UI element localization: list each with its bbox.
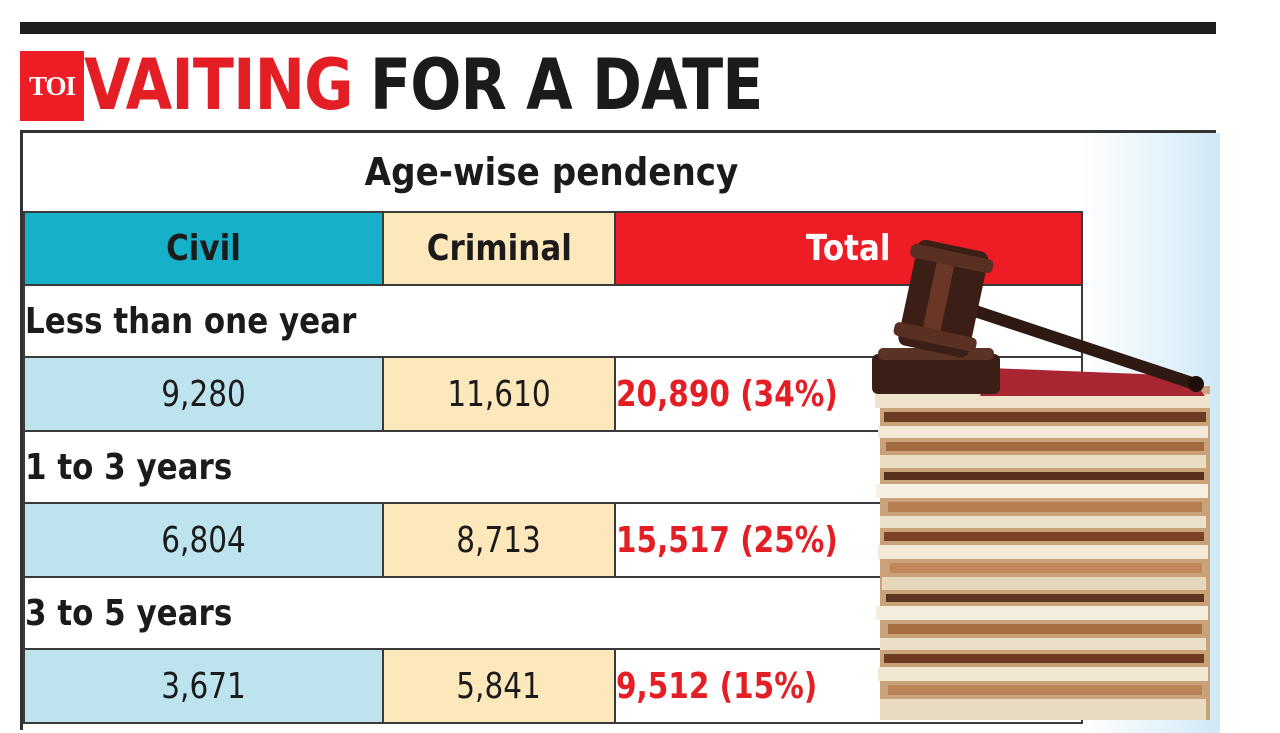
column-header-civil: Civil [23,211,384,286]
gavel-icon [872,239,1204,394]
top-rule [20,22,1216,34]
headline-red-part: VAITING [84,44,354,126]
table-row: 3,671 5,841 9,512 (15%) [23,648,1083,724]
table-frame [20,130,1216,730]
headline-black-part: FOR A DATE [369,44,764,126]
civil-value: 6,804 [23,502,384,578]
toi-logo: TOI [20,51,84,121]
column-header-criminal: Criminal [382,211,616,286]
criminal-value: 11,610 [382,356,616,432]
criminal-value: 5,841 [382,648,616,724]
civil-value: 9,280 [23,356,384,432]
file-stack-icon [875,368,1210,720]
column-header-total: Total [614,211,1083,286]
criminal-value: 8,713 [382,502,616,578]
header-row: Civil Criminal Total [23,211,1083,286]
table-title: Age-wise pendency [364,150,739,194]
civil-value: 3,671 [23,648,384,724]
headline: VAITING FOR A DATE [84,44,763,126]
gavel-on-file-stack-icon [872,239,1210,720]
